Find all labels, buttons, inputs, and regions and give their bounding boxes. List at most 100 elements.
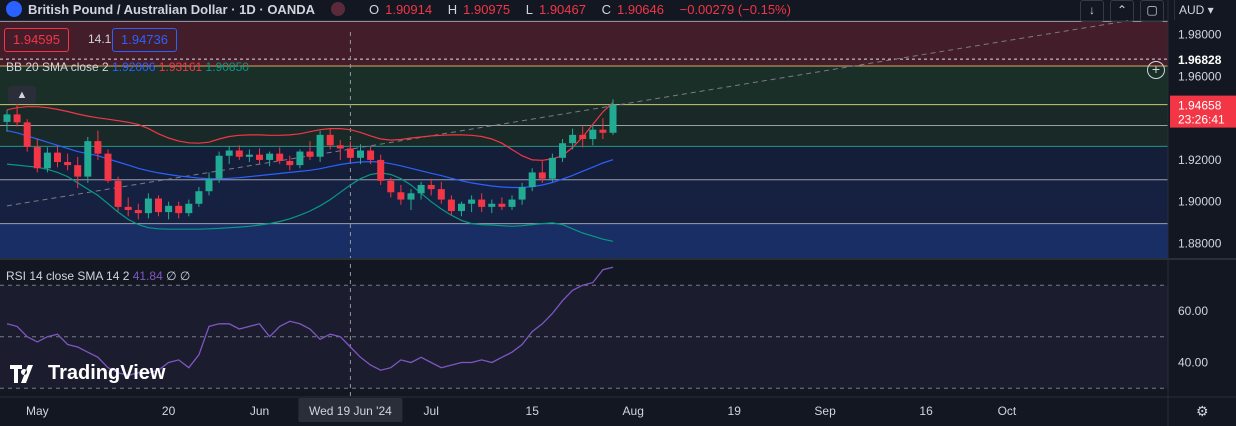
- candle: [124, 197, 132, 217]
- candle-body: [13, 114, 21, 123]
- candle-body: [377, 159, 385, 181]
- chevron-up-icon[interactable]: ▲: [8, 86, 36, 104]
- price-tick-label: 1.98000: [1178, 28, 1222, 42]
- candle-body: [569, 134, 577, 144]
- candle: [599, 118, 607, 140]
- horizontal-levels: [0, 20, 1168, 396]
- rsi-value: 41.84: [132, 269, 163, 283]
- candle-body: [316, 134, 324, 157]
- price-zone-1: [0, 66, 1168, 105]
- candle: [569, 128, 577, 150]
- candle-body: [175, 205, 183, 214]
- candle: [64, 153, 72, 171]
- candle-body: [256, 154, 263, 160]
- price-zones: [0, 21, 1168, 258]
- time-tick-label: Jul: [424, 404, 439, 418]
- candle-body: [609, 104, 617, 133]
- candle-body: [195, 191, 203, 204]
- candle-body: [538, 172, 546, 179]
- candle-body: [54, 152, 61, 162]
- candle-body: [266, 153, 274, 160]
- candle: [579, 126, 587, 148]
- close-value: C 1.90646: [601, 1, 664, 17]
- candle: [33, 139, 41, 173]
- rsi-pane: [0, 266, 1168, 389]
- market-status-icon[interactable]: [330, 2, 345, 16]
- plus-icon[interactable]: +: [1147, 61, 1165, 79]
- series-bb-upper: [6, 102, 614, 161]
- candle: [609, 99, 617, 135]
- price-zone-3: [0, 146, 1168, 180]
- time-tick-label: 16: [919, 404, 933, 418]
- candle: [276, 147, 284, 165]
- candle: [114, 176, 122, 212]
- price-axis: 1.980001.960001.940001.920001.900001.880…: [1170, 28, 1236, 370]
- currency-flag-icon: [6, 1, 22, 17]
- candle-body: [23, 122, 31, 147]
- candle: [104, 149, 112, 183]
- candle: [589, 125, 597, 146]
- candle-body: [144, 198, 152, 214]
- candle: [407, 189, 415, 210]
- candle-body: [134, 210, 142, 214]
- candle-body: [296, 151, 304, 166]
- candle: [74, 156, 82, 189]
- candle-body: [488, 203, 496, 207]
- currency-selector[interactable]: AUD ▾: [1174, 0, 1236, 20]
- rsi-tick-label: 40.00: [1178, 356, 1208, 370]
- candle-body: [387, 180, 395, 193]
- rsi-line: [6, 266, 614, 377]
- time-tick-label: 20: [162, 404, 176, 418]
- price-zone-4: [0, 179, 1168, 224]
- candle-body: [468, 199, 476, 204]
- candle-body: [276, 153, 284, 161]
- candle-body: [3, 114, 11, 122]
- candle-body: [599, 129, 607, 133]
- candle: [3, 109, 11, 132]
- spread-value: 14.1: [88, 32, 112, 46]
- candle-body: [215, 155, 223, 179]
- time-tick-label: Jun: [250, 404, 269, 418]
- time-tick-label: May: [26, 404, 49, 418]
- candle-body: [478, 199, 486, 207]
- candle-body: [437, 189, 445, 200]
- rsi-legend[interactable]: RSI 14 close SMA 14 2 41.84 ∅ ∅: [6, 269, 191, 283]
- crosshair-date-bg: [298, 398, 403, 422]
- buy-price-box[interactable]: 1.94736: [112, 28, 177, 52]
- candle: [13, 103, 21, 127]
- candle-body: [458, 203, 465, 212]
- candle-body: [447, 199, 455, 212]
- candle: [538, 160, 546, 183]
- candle: [94, 130, 102, 160]
- candle: [508, 195, 516, 210]
- candle-body: [407, 193, 415, 200]
- time-axis: May 20 Jun Wed 19 Jun '24 Jul 15 Aug 19 Sep 16 Oct: [26, 398, 1017, 422]
- time-tick-label: Sep: [814, 404, 836, 418]
- candle-body: [367, 150, 375, 160]
- price-tick-label: 1.92000: [1178, 153, 1222, 167]
- bb-legend[interactable]: BB 20 SMA close 2 1.92006 1.93161 1.9085…: [6, 60, 249, 74]
- candle-body: [43, 152, 51, 169]
- fullscreen-icon[interactable]: ▢: [1140, 0, 1164, 22]
- collapse-icon[interactable]: ⌃: [1110, 0, 1134, 22]
- countdown-label: 23:26:41: [1178, 113, 1225, 127]
- candle-body: [94, 141, 102, 154]
- bb-upper-value: 1.93161: [158, 60, 203, 74]
- time-tick-label: Oct: [998, 404, 1017, 418]
- current-price-label: 1.94658: [1178, 99, 1222, 113]
- candle: [155, 195, 162, 217]
- sell-price-box[interactable]: 1.94595: [4, 28, 69, 52]
- candle: [468, 195, 476, 213]
- candle: [377, 154, 385, 185]
- candle: [175, 201, 183, 219]
- ohlc-values: O 1.90914 H 1.90975 L 1.90467 C 1.90646 −0.0…: [369, 2, 797, 17]
- candles: [3, 99, 617, 220]
- candle: [266, 151, 274, 167]
- settings-icon[interactable]: ⚙: [1196, 403, 1209, 419]
- candle: [367, 146, 375, 165]
- candle: [397, 184, 405, 205]
- symbol-title[interactable]: British Pound / Australian Dollar · 1D ·…: [28, 1, 315, 17]
- candle-body: [508, 199, 516, 207]
- arrow-down-icon[interactable]: ↓: [1080, 0, 1104, 22]
